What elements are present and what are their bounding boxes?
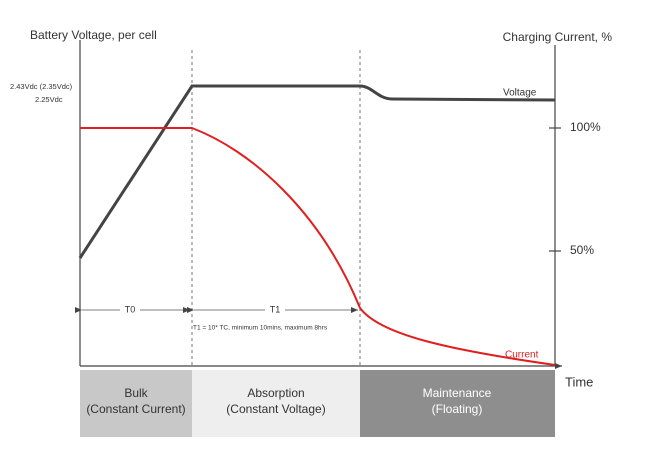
voltage-curve (78, 84, 556, 259)
phase-mode: (Constant Current) (86, 402, 185, 416)
t0-label: T0 (125, 304, 136, 314)
bulk-band (80, 370, 192, 437)
label-bg (120, 304, 140, 316)
voltage-level: 2.25Vdc (35, 95, 63, 104)
right-tick-label: 100% (570, 120, 601, 134)
phase-mode: (Floating) (432, 402, 483, 416)
voltage-label: Voltage (503, 88, 537, 99)
phase-mode: (Constant Voltage) (226, 402, 325, 416)
current-curve (80, 127, 556, 366)
t1-note: T1 = 10* TC, minimum 10mins, maximum 8hr… (193, 325, 328, 332)
x-axis-title: Time (565, 374, 593, 389)
maintenance-band (360, 370, 555, 437)
right-tick-label: 50% (570, 243, 594, 257)
phase-name: Bulk (124, 386, 148, 400)
phase-name: Absorption (247, 386, 304, 400)
voltage-level: 2.43Vdc (2.35Vdc) (10, 82, 73, 91)
current-label: Current (505, 350, 539, 361)
phase-name: Maintenance (423, 386, 492, 400)
right-axis-title: Charging Current, % (503, 30, 613, 44)
t1-label: T1 (270, 304, 281, 314)
absorption-band (192, 370, 360, 437)
left-axis-title: Battery Voltage, per cell (30, 28, 157, 42)
label-bg (265, 304, 285, 316)
